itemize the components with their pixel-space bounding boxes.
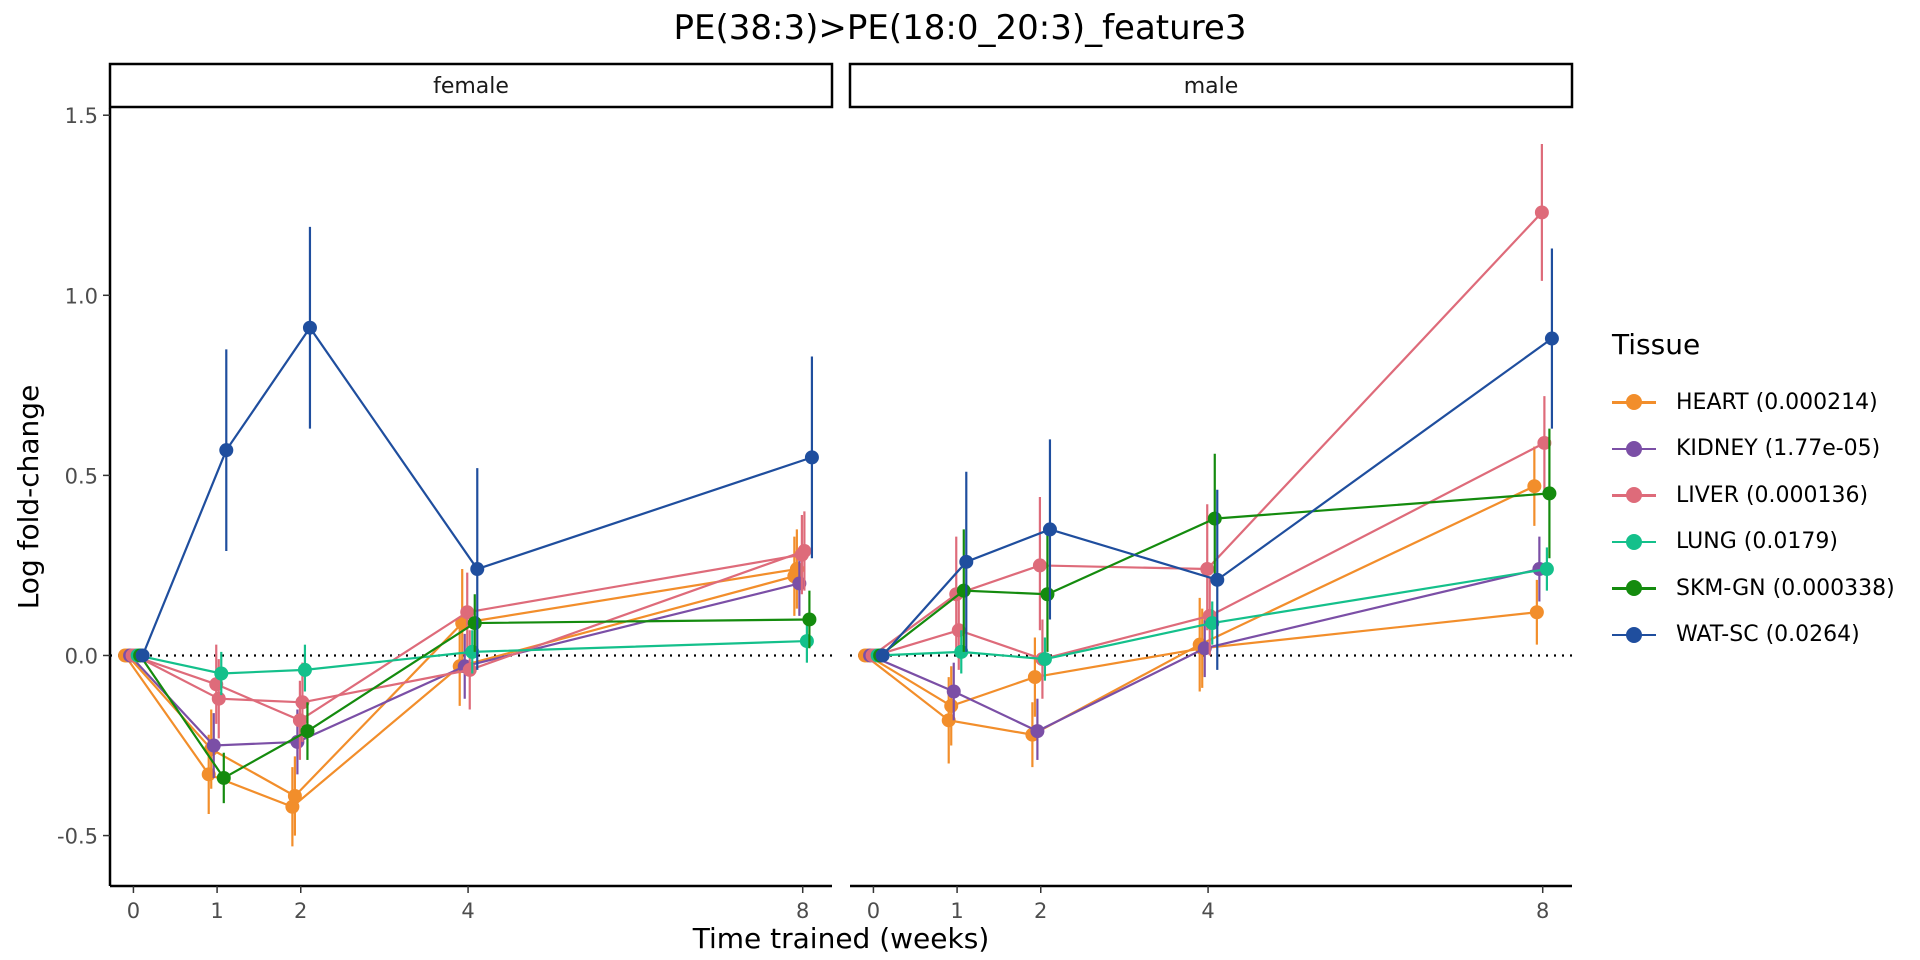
data-point bbox=[462, 662, 477, 677]
x-tick-label: 2 bbox=[294, 899, 307, 923]
data-point bbox=[287, 788, 302, 803]
legend-label: SKM-GN (0.000338) bbox=[1676, 575, 1895, 601]
legend-key-icon bbox=[1612, 625, 1656, 645]
data-point bbox=[1539, 562, 1554, 577]
series-liver bbox=[128, 511, 812, 742]
x-tick-label: 0 bbox=[867, 899, 880, 923]
data-point bbox=[946, 684, 961, 699]
data-point bbox=[944, 698, 959, 713]
x-tick-label: 4 bbox=[461, 899, 474, 923]
legend-item: LUNG (0.0179) bbox=[1612, 519, 1895, 566]
data-point bbox=[1197, 641, 1212, 656]
legend-label: WAT-SC (0.0264) bbox=[1676, 622, 1860, 648]
legend-label: LUNG (0.0179) bbox=[1676, 529, 1838, 555]
data-point bbox=[216, 770, 231, 785]
legend-key-icon bbox=[1612, 532, 1656, 552]
series-kidney bbox=[863, 536, 1547, 760]
x-tick-label: 8 bbox=[1536, 899, 1549, 923]
legend-key-icon bbox=[1612, 439, 1656, 459]
legend-label: LIVER (0.000136) bbox=[1676, 482, 1869, 508]
facet-label: male bbox=[1184, 74, 1239, 99]
legend-item: HEART (0.000214) bbox=[1612, 379, 1895, 426]
data-point bbox=[875, 648, 890, 663]
series-skm-gn bbox=[873, 428, 1557, 663]
x-tick-label: 0 bbox=[127, 899, 140, 923]
x-tick-label: 2 bbox=[1034, 899, 1047, 923]
data-point bbox=[956, 583, 971, 598]
data-point bbox=[1542, 486, 1557, 501]
legend-item: KIDNEY (1.77e-05) bbox=[1612, 426, 1895, 473]
facet-label: female bbox=[433, 74, 509, 99]
data-point bbox=[211, 691, 226, 706]
facet-strip bbox=[108, 62, 834, 109]
data-point bbox=[295, 695, 310, 710]
chart-title: PE(38:3)>PE(18:0_20:3)_feature3 bbox=[673, 8, 1247, 48]
data-point bbox=[300, 724, 315, 739]
legend-key-icon bbox=[1612, 485, 1656, 505]
legend-key-icon bbox=[1612, 578, 1656, 598]
data-point bbox=[460, 605, 475, 620]
legend-label: HEART (0.000214) bbox=[1676, 389, 1878, 415]
data-point bbox=[1042, 522, 1057, 537]
series-heart bbox=[858, 446, 1542, 768]
data-point bbox=[804, 450, 819, 465]
data-point bbox=[1534, 205, 1549, 220]
data-point bbox=[1205, 616, 1220, 631]
data-point bbox=[1537, 435, 1552, 450]
data-point bbox=[1037, 652, 1052, 667]
y-tick-label: 1.0 bbox=[65, 284, 98, 308]
data-point bbox=[214, 666, 229, 681]
x-tick-label: 1 bbox=[950, 899, 963, 923]
series-wat-sc bbox=[875, 248, 1559, 670]
data-point bbox=[1210, 572, 1225, 587]
x-axis-title: Time trained (weeks) bbox=[692, 922, 990, 955]
series-wat-sc bbox=[135, 226, 819, 670]
legend-item: LIVER (0.000136) bbox=[1612, 472, 1895, 519]
legend-label: KIDNEY (1.77e-05) bbox=[1676, 436, 1881, 462]
y-tick-label: 0.0 bbox=[65, 644, 98, 668]
data-point bbox=[1544, 331, 1559, 346]
data-point bbox=[1040, 587, 1055, 602]
legend: Tissue HEART (0.000214) KIDNEY (1.77e-05)… bbox=[1612, 328, 1895, 658]
data-point bbox=[959, 554, 974, 569]
data-point bbox=[1527, 479, 1542, 494]
legend-title: Tissue bbox=[1612, 328, 1701, 361]
data-point bbox=[799, 634, 814, 649]
data-point bbox=[1207, 511, 1222, 526]
facet-strip bbox=[848, 62, 1574, 109]
x-tick-label: 8 bbox=[796, 899, 809, 923]
legend-items: HEART (0.000214) KIDNEY (1.77e-05) LIVER (… bbox=[1612, 379, 1895, 658]
series-lung bbox=[130, 619, 814, 696]
panel-male: male 0 1 2 4 8 bbox=[848, 62, 1574, 923]
data-point bbox=[206, 738, 221, 753]
y-tick-label: -0.5 bbox=[57, 825, 98, 849]
data-point bbox=[1027, 670, 1042, 685]
data-point bbox=[135, 648, 150, 663]
data-point bbox=[1200, 562, 1215, 577]
series-liver bbox=[125, 515, 809, 760]
legend-item: WAT-SC (0.0264) bbox=[1612, 612, 1895, 659]
data-point bbox=[467, 616, 482, 631]
data-point bbox=[455, 616, 470, 631]
series-skm-gn bbox=[133, 590, 817, 804]
data-point bbox=[470, 562, 485, 577]
y-axis-title: Log fold-change bbox=[12, 385, 45, 610]
data-point bbox=[297, 662, 312, 677]
x-tick-label: 4 bbox=[1201, 899, 1214, 923]
y-tick-label: 1.5 bbox=[65, 104, 98, 128]
x-tick-label: 1 bbox=[210, 899, 223, 923]
data-point bbox=[797, 544, 812, 559]
panel-female: female -0.5 0.0 0.5 1.0 1.5 0 1 2 4 8 bbox=[57, 62, 834, 923]
data-point bbox=[302, 320, 317, 335]
series-liver bbox=[865, 144, 1549, 663]
data-point bbox=[1032, 558, 1047, 573]
data-point bbox=[1030, 724, 1045, 739]
data-point bbox=[1529, 605, 1544, 620]
legend-item: SKM-GN (0.000338) bbox=[1612, 565, 1895, 612]
y-tick-label: 0.5 bbox=[65, 464, 98, 488]
data-point bbox=[802, 612, 817, 627]
data-point bbox=[219, 443, 234, 458]
legend-key-icon bbox=[1612, 392, 1656, 412]
